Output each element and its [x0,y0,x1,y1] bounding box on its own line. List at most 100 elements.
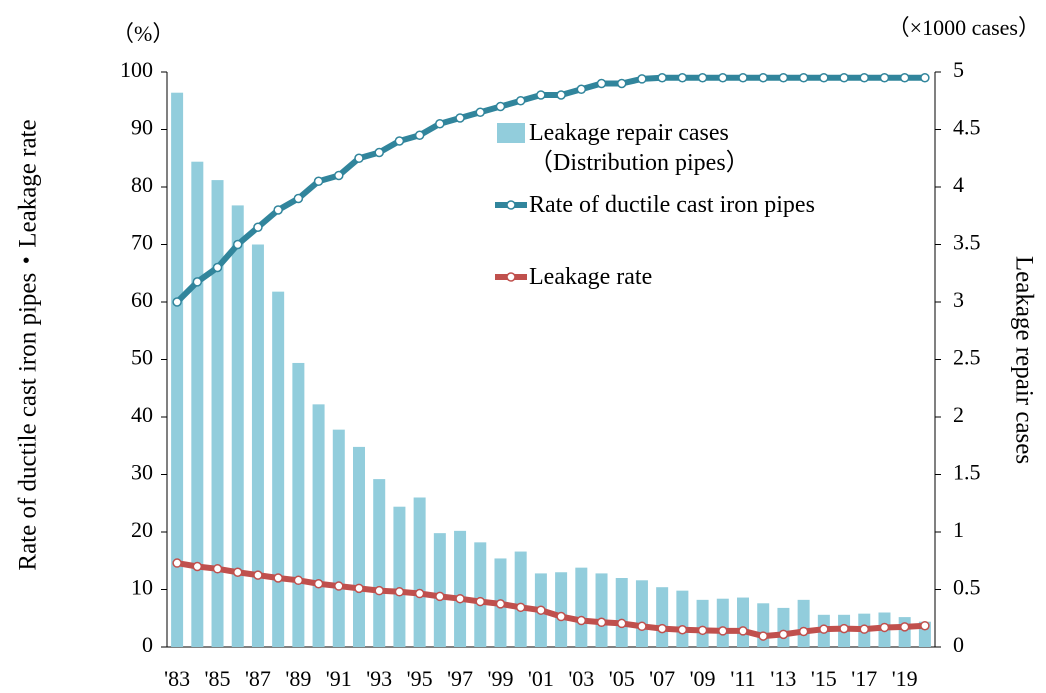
bar [777,607,790,647]
point [616,78,627,89]
point [556,611,566,622]
legend-marker [506,272,516,282]
x-tick-label: '99 [487,666,513,691]
x-tick-label: '89 [285,666,311,691]
x-tick-label: '19 [892,666,918,691]
y-tick-label: 70 [131,230,153,255]
bar [272,291,285,647]
point [778,73,789,83]
point [212,564,223,574]
point [354,153,364,163]
point [334,581,344,591]
y-tick-label: 50 [131,345,153,370]
y-tick-label: 80 [131,172,153,197]
point [899,622,910,632]
bar [312,404,325,647]
bar [615,578,628,647]
point [798,73,809,83]
point [738,73,748,83]
x-tick-label: '87 [245,666,271,691]
bar [696,599,709,647]
y-tick-label: 40 [131,402,153,427]
legend-label: Leakage repair cases （Distribution pipes… [529,120,750,176]
point [677,625,688,635]
bar [332,429,345,647]
point [293,193,304,204]
y2-tick-label: 2.5 [953,345,981,370]
point [334,170,344,181]
point [374,585,384,596]
bar [211,180,224,647]
x-tick-label: '97 [447,666,473,691]
point [212,262,223,273]
bar [797,599,810,647]
point [495,599,506,609]
bar [716,598,729,647]
x-tick-label: '01 [528,666,554,691]
point [435,119,445,129]
point [758,73,768,83]
x-tick-label: '09 [690,666,716,691]
point [172,558,182,568]
y-tick-label: 0 [142,632,153,657]
point [172,297,182,307]
bar [898,617,911,647]
point [455,593,465,604]
point [616,618,627,629]
y2-unit-label: （×1000 cases） [888,15,1040,40]
point [920,73,930,83]
point [879,73,890,83]
x-tick-label: '91 [326,666,352,691]
point [899,73,910,83]
y2-tick-label: 0.5 [953,575,981,600]
bar [231,205,244,647]
x-tick-label: '03 [568,666,594,691]
point [920,620,930,631]
point [394,587,405,597]
point [475,107,486,117]
point [354,583,364,594]
bar [575,567,588,647]
point [232,567,243,577]
point [394,136,405,146]
point [576,615,587,626]
point [374,147,384,158]
bar [454,530,467,647]
y-tick-label: 30 [131,460,153,485]
bar [413,497,426,647]
point [273,205,283,215]
y2-tick-label: 1 [953,517,964,542]
bar [595,573,608,647]
y2-tick-label: 2 [953,402,964,427]
point [313,176,324,186]
point [536,605,546,615]
point [697,73,708,83]
x-tick-label: '93 [366,666,392,691]
y2-tick-label: 5 [953,57,964,82]
bar [474,542,487,647]
point [819,73,829,83]
point [718,626,728,636]
bar [635,580,648,647]
y2-tick-label: 0 [953,632,964,657]
x-tick-label: '13 [770,666,796,691]
point [738,626,748,636]
legend-label: Leakage rate [529,264,653,290]
y2-tick-label: 3.5 [953,230,981,255]
bar [353,446,365,647]
bar [373,479,386,647]
y-tick-label: 20 [131,517,153,542]
point [798,626,809,637]
point [414,588,425,599]
legend-label: Rate of ductile cast iron pipes [529,192,815,218]
y2-tick-label: 4 [953,172,964,197]
bar [555,572,568,647]
point [657,623,667,634]
bar [676,590,689,647]
point [677,73,688,83]
point [273,573,283,583]
point [455,113,465,123]
y-tick-label: 10 [131,575,153,600]
